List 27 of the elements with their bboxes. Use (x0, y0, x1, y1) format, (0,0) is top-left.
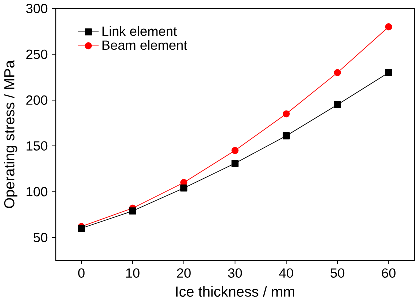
y-tick-label: 250 (26, 50, 48, 60)
point (232, 160, 239, 168)
y-tick-label: 150 (26, 141, 48, 151)
point (129, 208, 136, 215)
x-tick-label: 60 (382, 268, 396, 278)
x-axis-title: Ice thickness / mm (176, 286, 294, 297)
point (334, 101, 342, 108)
x-tick-label: 0 (78, 268, 85, 278)
x-tick-label: 40 (279, 268, 294, 278)
point (282, 132, 290, 140)
legend-label: Link element (102, 26, 178, 36)
point (385, 24, 392, 31)
y-tick-label: 200 (26, 96, 48, 106)
point (180, 184, 188, 192)
y-tick-label: 300 (26, 4, 48, 14)
point (282, 110, 290, 118)
x-tick-label: 10 (126, 268, 140, 278)
y-tick-label: 100 (26, 187, 48, 197)
point (385, 69, 392, 76)
point (232, 147, 239, 154)
x-tick-label: 30 (228, 268, 242, 278)
x-tick-label: 20 (177, 268, 191, 278)
point (334, 69, 342, 76)
legend-label: Beam element (102, 40, 188, 50)
y-axis-title: Operating stress / MPa (4, 60, 18, 208)
y-tick-label: 50 (34, 233, 48, 242)
x-tick-label: 50 (330, 268, 345, 278)
